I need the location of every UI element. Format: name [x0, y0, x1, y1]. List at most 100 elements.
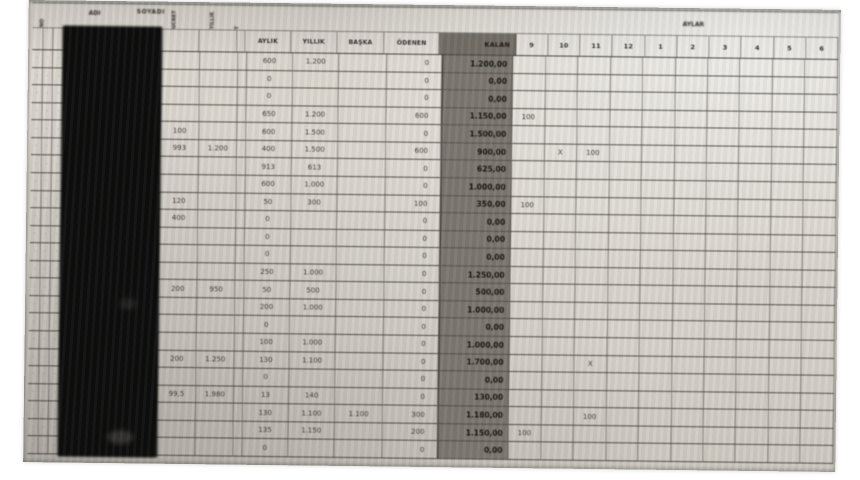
cell-kalan: 1.000,00: [438, 336, 510, 354]
cell-month-4: [737, 269, 771, 287]
cell-month-6: [803, 235, 836, 253]
cell-na: [157, 402, 197, 420]
cell-month-2: [675, 93, 708, 111]
cell-month-12: [607, 285, 641, 303]
cell-kalan: 350,00: [440, 195, 512, 214]
cell-month-10: [542, 319, 576, 337]
cell-nb: [196, 333, 236, 351]
cell-kalan: 0,00: [437, 441, 509, 459]
cell-month-4: [739, 111, 773, 129]
cell-month-5: [770, 269, 804, 287]
cell-t1: ·: [29, 225, 41, 243]
cell-month-12: [608, 232, 642, 250]
cell-month-3: [703, 392, 737, 409]
cell-nb: [195, 420, 234, 438]
cell-month-3: [704, 339, 738, 357]
cell-month-1: [642, 75, 676, 93]
cell-month-10: [542, 302, 576, 320]
cell-na: [160, 157, 200, 175]
cell-month-11: X: [574, 355, 608, 373]
cell-kalan: 0,00: [439, 230, 512, 249]
cell-month-12: [610, 57, 644, 75]
cell-month-4: [739, 129, 773, 146]
cell-month-9: [512, 143, 545, 161]
cell-na: 400: [159, 209, 199, 227]
cell-month-3: [703, 409, 737, 427]
cell-baska: [338, 124, 387, 142]
cell-month-9: [510, 266, 544, 284]
cell-aylik: 130: [242, 403, 289, 422]
cell-month-3: [706, 163, 740, 181]
cell-month-2: [670, 444, 704, 462]
cell-month-9: 100: [511, 196, 545, 214]
cell-kalan: 0,00: [438, 371, 510, 389]
cell-month-6: [801, 393, 835, 411]
cell-month-2: [674, 180, 707, 198]
cell-month-2: [672, 268, 706, 286]
cell-month-1: [641, 215, 674, 233]
cell-t1: ·: [28, 366, 40, 383]
cell-t4: [234, 333, 244, 351]
cell-month-3: [705, 286, 738, 304]
cell-month-9: [511, 161, 545, 179]
header-aylar-label: AYLAR: [682, 21, 705, 29]
cell-month-3: [706, 216, 739, 234]
cell-t1: ·: [31, 67, 43, 85]
header-cell-month-5: 5: [773, 37, 807, 59]
cell-month-11: [574, 320, 608, 338]
cell-odenen: 200: [382, 423, 438, 441]
cell-odenen: 0: [384, 282, 440, 300]
cell-odenen: 0: [384, 230, 440, 248]
cell-t4: [235, 245, 245, 263]
cell-yillik: 1.000: [291, 176, 339, 194]
header-cell-month-3: 3: [709, 36, 742, 58]
cell-kalan: 500,00: [439, 283, 511, 301]
cell-nb: [197, 298, 236, 316]
cell-month-12: [609, 127, 643, 145]
cell-month-4: [740, 76, 773, 94]
cell-t1: ·: [29, 278, 41, 296]
cell-t4: [235, 263, 245, 281]
cell-aylik: 130: [243, 351, 290, 369]
cell-t4: [233, 438, 243, 456]
cell-kalan: 1.180,00: [437, 406, 510, 424]
redaction-smudge: [119, 298, 138, 310]
cell-yillik: [292, 88, 340, 106]
cell-month-9: [509, 354, 543, 372]
rotated-header-yillik-label: YILLIK: [209, 11, 216, 30]
cell-month-10: [545, 56, 579, 74]
cell-month-1: [642, 110, 676, 128]
cell-kalan: 1.000,00: [440, 178, 512, 196]
cell-month-3: [705, 269, 739, 287]
cell-na: 100: [160, 121, 200, 139]
header-cell-month-9: 9: [515, 34, 549, 56]
cell-month-2: [671, 356, 705, 374]
cell-t1: ·: [27, 401, 39, 419]
cell-month-2: [675, 57, 709, 75]
cell-month-12: [606, 425, 639, 443]
cell-aylik: 0: [246, 87, 293, 105]
cell-month-4: [739, 164, 772, 182]
cell-month-10: [543, 267, 576, 285]
header-cell-month-2: 2: [677, 35, 710, 58]
cell-na: 200: [158, 279, 198, 298]
header-cell-baska: BAŞKA: [337, 31, 385, 54]
cell-month-4: [736, 392, 770, 410]
cell-na: 120: [159, 192, 199, 210]
cell-t1: ·: [31, 120, 43, 138]
cell-baska: [337, 247, 385, 265]
cell-month-9: [511, 178, 545, 196]
cell-kalan: 1.150,00: [437, 423, 509, 442]
cell-month-6: [805, 94, 838, 112]
cell-month-3: [704, 374, 737, 392]
cell-t2: ·: [42, 102, 54, 120]
cell-odenen: 0: [385, 159, 441, 178]
cell-t4: [238, 70, 248, 87]
cell-odenen: 600: [386, 142, 442, 160]
cell-t4: [237, 105, 247, 122]
cell-t2: ·: [42, 85, 54, 103]
cell-month-1: [641, 198, 674, 216]
header-cell-yillik: YILLIK: [290, 31, 338, 53]
cell-month-5: [771, 146, 805, 164]
cell-yillik: 1.150: [288, 422, 336, 440]
